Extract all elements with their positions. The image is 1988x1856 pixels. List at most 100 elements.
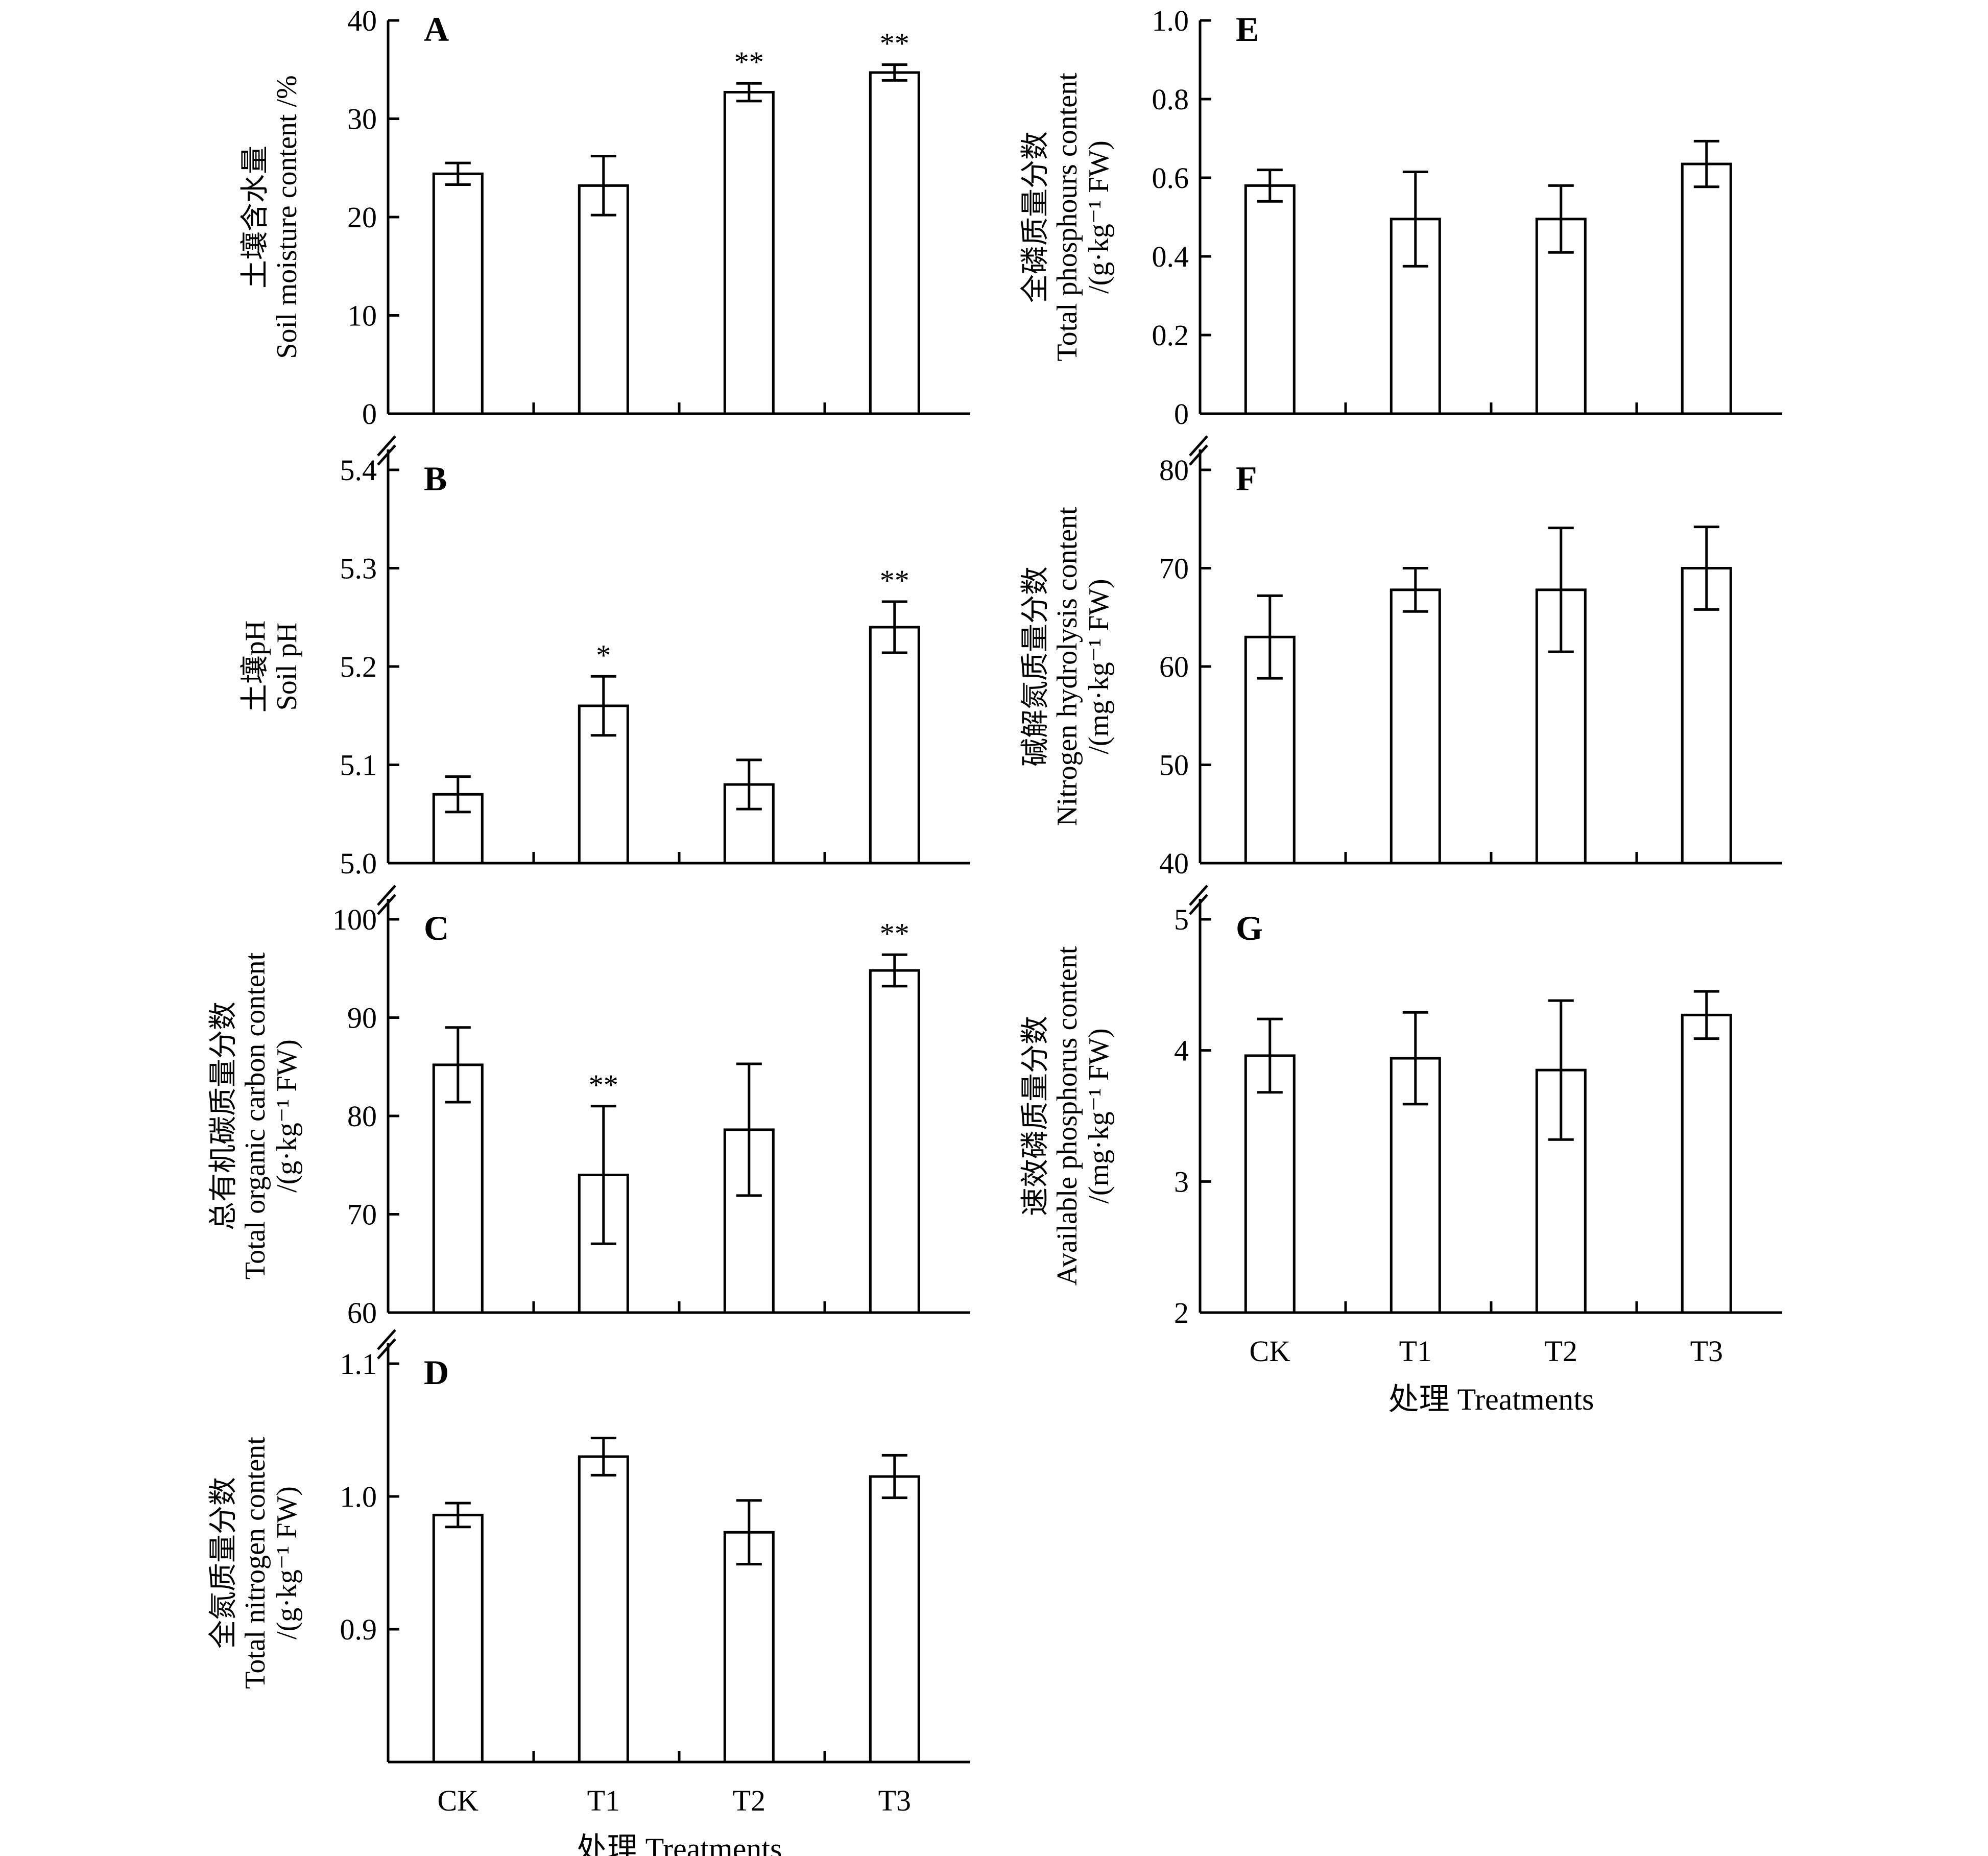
panel-B: 5.05.15.25.35.4 B***土壤pH Soil pH (239, 435, 970, 880)
y-axis-label-line: Available phosphorus content (1051, 946, 1083, 1286)
panel-letter: E (1236, 10, 1259, 49)
panel-G: 2 3 4 5 G CK T1 T2 T3 处理 Treatments 速效磷质量分数 Availab… (1020, 885, 1782, 1416)
axis-break-line (1189, 894, 1208, 915)
significance-mark: * (596, 638, 611, 672)
y-tick-label: 30 (347, 103, 377, 136)
bar-T3 (869, 1475, 920, 1764)
error-bar-CK (445, 161, 471, 186)
axis-break-line (377, 1329, 396, 1350)
significance-mark: ** (734, 45, 764, 79)
bar-T2 (723, 91, 775, 415)
x-axis-title: 处理 Treatments (577, 1832, 782, 1856)
y-axis-label-line: /(mg·kg⁻¹ FW) (1083, 1028, 1115, 1203)
bar-T3 (869, 626, 920, 865)
y-tick-label: 80 (347, 1100, 377, 1133)
error-bar-T1 (590, 1437, 616, 1477)
y-tick-label: 5.0 (340, 847, 377, 880)
bar-T3 (1681, 1013, 1732, 1314)
y-tick-label: 40 (347, 4, 377, 37)
y-axis-label-line: Nitrogen hydrolysis content (1051, 507, 1083, 826)
error-bar-T2 (736, 1062, 762, 1197)
panel-letter: D (424, 1353, 449, 1392)
y-axis-label-line: 土壤含水量 (239, 146, 271, 289)
axis-break-mark (377, 1329, 399, 1364)
y-tick-label: 0.6 (1152, 161, 1189, 195)
error-bar-T1 (1402, 1011, 1428, 1106)
bar-T1 (578, 1455, 629, 1764)
panel-F: 40 50 60 70 80 F 碱解氮质量分数 Nitrogen hydrolysis co… (1020, 435, 1782, 880)
error-bar-T2 (1548, 527, 1574, 653)
error-bar-CK (445, 1026, 471, 1104)
error-bar-T1 (590, 1105, 616, 1245)
y-tick-label: 20 (347, 201, 377, 234)
y-tick-label: 5.4 (340, 454, 377, 487)
panel-E: 0 0.2 0.4 0.6 0.8 1.0 E 全磷质量分数 Total phosphours … (1020, 4, 1782, 431)
panel-letter: C (424, 909, 449, 947)
error-bar-T3 (1693, 526, 1719, 611)
error-bar-CK (1257, 1017, 1283, 1094)
y-tick-label: 40 (1159, 847, 1189, 880)
y-axis-label-line: Total nitrogen content (239, 1437, 271, 1689)
bar-CK (432, 1513, 484, 1764)
error-bar-T3 (881, 600, 907, 654)
y-tick-label: 70 (347, 1198, 377, 1231)
y-tick-label: 100 (332, 903, 377, 936)
x-category-label: T2 (733, 1784, 765, 1817)
bar-T3 (869, 71, 920, 415)
y-axis-label-line: Total phosphours content (1051, 73, 1083, 362)
axis-break-line (1189, 435, 1208, 457)
y-tick-label: 1.0 (1152, 4, 1189, 37)
error-bar-CK (1257, 594, 1283, 680)
y-tick-label: 5.3 (340, 552, 377, 585)
y-tick-label: 0.2 (1152, 319, 1189, 352)
error-bar-T3 (881, 63, 907, 82)
error-bar-T3 (1693, 139, 1719, 188)
error-bar-T1 (1402, 567, 1428, 613)
error-bar-T1 (590, 155, 616, 217)
panel-A: 0 10 20 30 40 A ** ** 土壤含水量 Soil moisture content… (239, 4, 970, 431)
y-tick-label: 90 (347, 1002, 377, 1035)
y-axis-label-line: Soil pH (271, 623, 303, 711)
x-category-label: T3 (878, 1784, 911, 1817)
y-axis-label-line: 全氮质量分数 (208, 1477, 239, 1649)
bar-T3 (1681, 567, 1732, 865)
y-tick-label: 5 (1174, 903, 1189, 936)
y-tick-label: 0.8 (1152, 83, 1189, 116)
bar-T1 (578, 184, 629, 415)
bar-CK (1244, 1054, 1296, 1314)
error-bar-T2 (736, 1499, 762, 1566)
y-axis-label-line: /(g·kg⁻¹ FW) (271, 1039, 303, 1193)
y-axis-label-line: 全磷质量分数 (1020, 131, 1051, 303)
y-axis-label-line: Soil moisture content /% (271, 75, 303, 359)
y-axis-label-line: /(g·kg⁻¹ FW) (271, 1486, 303, 1639)
significance-mark: ** (880, 27, 909, 60)
bar-T1 (1390, 588, 1441, 865)
axis-break-line (377, 885, 396, 906)
y-tick-label: 5.2 (340, 650, 377, 683)
y-tick-label: 5.1 (340, 749, 377, 782)
axis-break-line (377, 1338, 396, 1360)
x-category-label: CK (438, 1784, 479, 1817)
axis-break-mark (377, 435, 399, 470)
bar-T3 (869, 969, 920, 1314)
error-bar-T3 (1693, 990, 1719, 1040)
error-bar-T2 (736, 82, 762, 103)
panel-letter: B (424, 459, 447, 498)
panel-C: 60 70 80 90 100 C ** ** 总有机碳质量分数 Total organic ca… (208, 885, 970, 1329)
bar-T3 (1681, 162, 1732, 415)
significance-mark: ** (880, 564, 909, 597)
y-tick-label: 60 (347, 1296, 377, 1329)
error-bar-T2 (1548, 184, 1574, 254)
error-bar-T2 (736, 758, 762, 811)
axis-break-line (377, 444, 396, 466)
panel-letter: F (1236, 459, 1257, 498)
y-tick-label: 80 (1159, 454, 1189, 487)
axis-break-line (1189, 885, 1208, 906)
panel-letter: A (424, 10, 449, 49)
y-tick-label: 50 (1159, 749, 1189, 782)
y-axis-label-line: 土壤pH (239, 621, 271, 712)
x-category-label: CK (1250, 1335, 1291, 1368)
bar-T2 (723, 1531, 775, 1764)
y-axis-label-line: 碱解氮质量分数 (1020, 566, 1051, 767)
